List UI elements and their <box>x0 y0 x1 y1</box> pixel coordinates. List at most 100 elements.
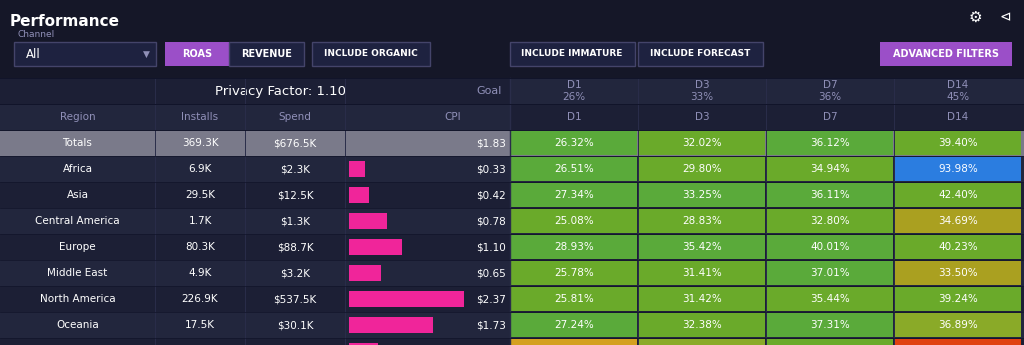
Text: 25.08%: 25.08% <box>554 216 594 226</box>
Bar <box>349 265 381 281</box>
Text: ROAS: ROAS <box>182 49 212 59</box>
Text: 39.40%: 39.40% <box>938 138 978 148</box>
Text: D3: D3 <box>694 112 710 122</box>
Text: Oceania: Oceania <box>56 320 99 330</box>
Text: $1.3K: $1.3K <box>280 216 310 226</box>
Text: 36.89%: 36.89% <box>938 320 978 330</box>
Bar <box>767 183 893 207</box>
Text: INCLUDE IMMATURE: INCLUDE IMMATURE <box>521 49 623 59</box>
Bar <box>0 208 510 234</box>
Text: $1.73: $1.73 <box>476 320 506 330</box>
Text: D7: D7 <box>822 112 838 122</box>
Bar <box>14 42 156 66</box>
Bar <box>639 131 765 155</box>
Bar <box>511 157 637 181</box>
Text: 40.01%: 40.01% <box>810 242 850 252</box>
Text: ⊲: ⊲ <box>999 10 1011 24</box>
Bar <box>895 313 1021 337</box>
Bar <box>895 287 1021 311</box>
Text: Installs: Installs <box>181 112 218 122</box>
Bar <box>639 339 765 345</box>
Text: 1.7K: 1.7K <box>188 216 212 226</box>
Text: 28.83%: 28.83% <box>682 216 722 226</box>
Text: $0.78: $0.78 <box>476 216 506 226</box>
Bar <box>349 317 433 333</box>
Text: 33.50%: 33.50% <box>938 268 978 278</box>
Bar <box>0 156 510 182</box>
Bar <box>510 104 1024 130</box>
Bar <box>895 131 1021 155</box>
Bar <box>510 42 635 66</box>
Text: 29.5K: 29.5K <box>185 190 215 200</box>
Text: 32.80%: 32.80% <box>810 216 850 226</box>
Bar <box>639 183 765 207</box>
Bar <box>510 130 1024 156</box>
Text: Goal: Goal <box>476 86 502 96</box>
Bar <box>0 286 510 312</box>
Text: Asia: Asia <box>67 190 88 200</box>
Text: ADVANCED FILTERS: ADVANCED FILTERS <box>893 49 999 59</box>
Bar <box>229 42 304 66</box>
Text: CPI: CPI <box>444 112 461 122</box>
Bar <box>639 287 765 311</box>
Bar <box>510 78 1024 104</box>
Text: $1.83: $1.83 <box>476 138 506 148</box>
Bar <box>0 130 510 156</box>
Text: 31.41%: 31.41% <box>682 268 722 278</box>
Text: Performance: Performance <box>10 14 120 29</box>
Text: 80.3K: 80.3K <box>185 242 215 252</box>
Bar <box>511 131 637 155</box>
Text: Region: Region <box>59 112 95 122</box>
Text: 26.32%: 26.32% <box>554 138 594 148</box>
Text: Africa: Africa <box>62 164 92 174</box>
Text: Privacy Factor: 1.10: Privacy Factor: 1.10 <box>215 85 346 98</box>
Text: $2.37: $2.37 <box>476 294 506 304</box>
Bar <box>0 260 510 286</box>
Bar <box>895 339 1021 345</box>
Text: $1.10: $1.10 <box>476 242 506 252</box>
Bar <box>510 234 1024 260</box>
Bar <box>639 157 765 181</box>
Bar <box>0 104 510 130</box>
Bar <box>767 157 893 181</box>
Text: 36%: 36% <box>818 92 842 102</box>
Text: 35.44%: 35.44% <box>810 294 850 304</box>
Text: INCLUDE FORECAST: INCLUDE FORECAST <box>650 49 751 59</box>
Text: 32.38%: 32.38% <box>682 320 722 330</box>
Bar <box>895 209 1021 233</box>
Text: D1: D1 <box>566 80 582 90</box>
Text: D7: D7 <box>822 80 838 90</box>
Text: D1: D1 <box>566 112 582 122</box>
Bar <box>510 338 1024 345</box>
Text: 34.94%: 34.94% <box>810 164 850 174</box>
Bar <box>895 183 1021 207</box>
Bar <box>0 234 510 260</box>
Text: Channel: Channel <box>18 30 55 39</box>
Text: $2.3K: $2.3K <box>280 164 310 174</box>
Bar <box>510 156 1024 182</box>
Text: Spend: Spend <box>279 112 311 122</box>
Bar <box>349 161 365 177</box>
Bar <box>0 312 510 338</box>
Bar <box>511 235 637 259</box>
Text: D14: D14 <box>947 112 969 122</box>
Text: $0.65: $0.65 <box>476 268 506 278</box>
Text: 33%: 33% <box>690 92 714 102</box>
Text: 27.24%: 27.24% <box>554 320 594 330</box>
Text: 42.40%: 42.40% <box>938 190 978 200</box>
Text: INCLUDE ORGANIC: INCLUDE ORGANIC <box>325 49 418 59</box>
Text: 36.12%: 36.12% <box>810 138 850 148</box>
Text: D3: D3 <box>694 80 710 90</box>
Bar <box>0 78 510 104</box>
Bar <box>0 0 1024 75</box>
Text: 31.42%: 31.42% <box>682 294 722 304</box>
Bar <box>511 339 637 345</box>
Text: 35.42%: 35.42% <box>682 242 722 252</box>
Text: $88.7K: $88.7K <box>276 242 313 252</box>
Text: $12.5K: $12.5K <box>276 190 313 200</box>
Text: $0.33: $0.33 <box>476 164 506 174</box>
Text: 26.51%: 26.51% <box>554 164 594 174</box>
Bar <box>510 208 1024 234</box>
Bar <box>165 42 229 66</box>
Bar <box>349 187 370 203</box>
